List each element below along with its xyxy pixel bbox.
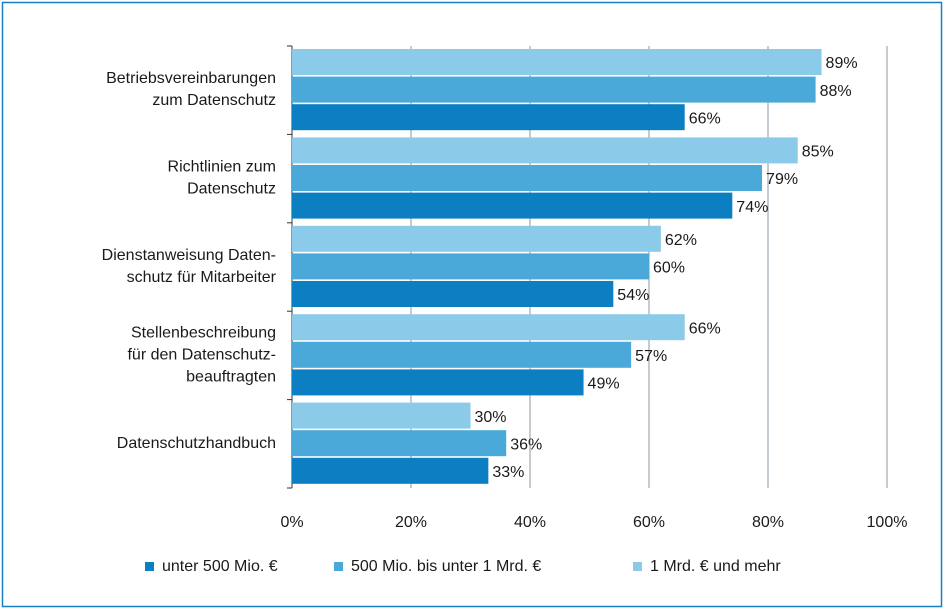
bar	[292, 137, 798, 164]
x-tick-label: 100%	[867, 514, 908, 531]
bar-value-label: 33%	[492, 464, 524, 481]
bar	[292, 104, 685, 131]
x-tick-label: 60%	[633, 514, 665, 531]
bar	[292, 314, 685, 341]
bar	[292, 341, 632, 368]
bar-value-label: 57%	[635, 348, 667, 365]
bar-value-label: 66%	[689, 110, 721, 127]
legend-swatch	[334, 562, 343, 571]
legend-label: 1 Mrd. € und mehr	[650, 558, 781, 575]
bar-value-label: 79%	[766, 171, 798, 188]
bar	[292, 281, 614, 307]
bar-value-label: 49%	[588, 376, 620, 393]
y-tick-label: Richtlinien zum Datenschutz	[168, 159, 276, 198]
y-tick-label-line: Dienstanweisung Daten-	[102, 247, 276, 264]
bar	[292, 225, 661, 252]
y-tick-label-line: zum Datenschutz	[152, 92, 276, 109]
bar-value-label: 89%	[826, 55, 858, 72]
bar	[292, 457, 489, 484]
bar	[292, 76, 816, 103]
legend-label: 500 Mio. bis unter 1 Mrd. €	[351, 558, 541, 575]
y-tick-label-line: Stellenbeschreibung	[131, 325, 276, 342]
x-tick-label: 0%	[280, 514, 303, 531]
bar-value-label: 66%	[689, 320, 721, 337]
bar-value-label: 54%	[617, 287, 649, 304]
x-tick-label: 40%	[514, 514, 546, 531]
y-tick-label: Stellenbeschreibung für den Datenschutz-b…	[127, 325, 276, 386]
bar	[292, 369, 584, 396]
bar	[292, 430, 507, 457]
bar	[292, 192, 733, 219]
bar	[292, 165, 763, 191]
x-tick-label: 80%	[752, 514, 784, 531]
y-tick-label-line: beauftragten	[186, 369, 276, 386]
y-tick-label-line: Datenschutzhandbuch	[117, 435, 276, 452]
y-tick-label-line: für den Datenschutz-	[127, 347, 276, 364]
y-tick-label-line: Betriebsvereinbarungen	[106, 70, 276, 87]
y-tick-label: Betriebsvereinbarungen zum Datenschutz	[106, 70, 276, 109]
y-tick-label-line: schutz für Mitarbeiter	[127, 269, 277, 286]
bar-value-label: 30%	[475, 409, 507, 426]
bar-value-label: 62%	[665, 232, 697, 249]
y-tick-label: Dienstanweisung Daten-schutz für Mitarbe…	[102, 247, 277, 286]
y-tick-label-line: Richtlinien zum	[168, 159, 276, 176]
legend-label: unter 500 Mio. €	[162, 558, 278, 575]
x-tick-label: 20%	[395, 514, 427, 531]
bar	[292, 253, 649, 280]
bar	[292, 49, 822, 75]
y-tick-label: Datenschutzhandbuch	[117, 435, 276, 452]
bar-value-label: 60%	[653, 260, 685, 277]
y-tick-label-line: Datenschutz	[187, 181, 276, 198]
bar	[292, 402, 471, 429]
bar-value-label: 36%	[510, 436, 542, 453]
legend-swatch	[145, 562, 154, 571]
legend-swatch	[633, 562, 642, 571]
bar-value-label: 88%	[820, 83, 852, 100]
bar-value-label: 85%	[802, 144, 834, 161]
bar-value-label: 74%	[736, 199, 768, 216]
